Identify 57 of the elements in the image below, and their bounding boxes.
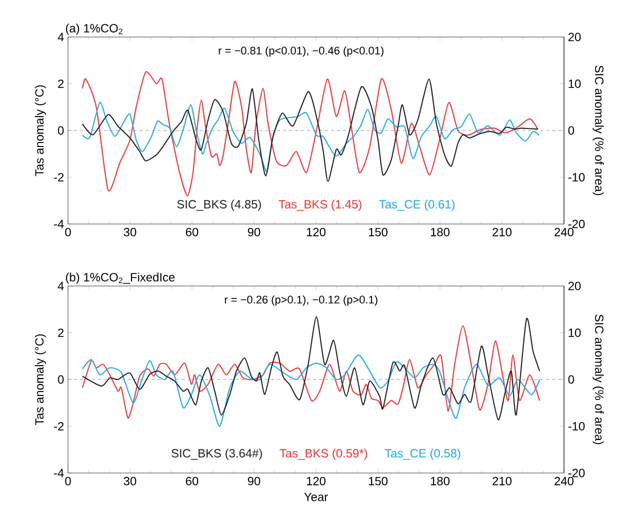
x-tick-label: 60 xyxy=(186,476,198,486)
x-tick-label: 30 xyxy=(124,476,136,486)
y-tick-label: 0 xyxy=(58,126,64,135)
line-series xyxy=(82,72,539,196)
y2-tick-label: 20 xyxy=(568,32,581,42)
y-tick-label: 0 xyxy=(58,375,64,384)
text: SIC_BKS (3.64#) xyxy=(172,448,262,460)
x-tick-label: 180 xyxy=(430,228,450,236)
line-series xyxy=(82,78,539,182)
y2-axis-title: SIC anomaly (% of area) xyxy=(592,314,604,444)
y2-tick-label: 10 xyxy=(568,80,581,88)
x-tick-label: 30 xyxy=(124,228,136,236)
y-tick-label: -2 xyxy=(54,173,64,182)
y2-tick-label: -20 xyxy=(568,468,585,478)
text: Tas_CE (0.58) xyxy=(384,448,460,460)
text: Tas_BKS (0.59*) xyxy=(280,448,368,460)
y2-tick-label: -20 xyxy=(568,220,585,228)
x-tick-label: 120 xyxy=(306,228,326,236)
y2-tick-label: 0 xyxy=(568,375,574,384)
x-tick-label: 240 xyxy=(554,476,574,486)
x-tick-label: 120 xyxy=(306,476,326,486)
y2-axis-title: SIC anomaly (% of area) xyxy=(592,66,604,196)
y-tick-label: 4 xyxy=(58,32,64,42)
annotation: r = −0.81 (p<0.01), −0.46 (p<0.01) xyxy=(218,46,384,57)
x-tick-label: 0 xyxy=(65,476,71,486)
x-tick-label: 210 xyxy=(492,476,512,486)
line-series xyxy=(82,102,540,172)
y2-tick-label: 0 xyxy=(568,126,574,135)
text: Tas_CE (0.61) xyxy=(379,200,455,211)
x-tick-label: 90 xyxy=(248,476,260,486)
x-tick-label: 210 xyxy=(492,228,512,236)
y-tick-label: -4 xyxy=(54,468,64,478)
y-tick-label: -2 xyxy=(54,422,64,430)
chart-title: (b) 1%CO$_{2}$_FixedIce xyxy=(66,272,175,284)
x-tick-label: 90 xyxy=(248,228,260,236)
y-axis-title: Tas anomaly (°C) xyxy=(34,85,46,176)
y-axis-title: Tas anomaly (°C) xyxy=(34,334,46,426)
x-tick-label: 150 xyxy=(368,228,388,236)
y2-tick-label: -10 xyxy=(568,173,585,182)
y-tick-label: 2 xyxy=(58,80,64,88)
x-tick-label: 60 xyxy=(186,228,198,236)
x-tick-label: 0 xyxy=(65,228,71,236)
annotation: r = −0.26 (p>0.1), −0.12 (p>0.1) xyxy=(224,295,378,306)
y2-tick-label: 20 xyxy=(568,282,581,290)
chart-title: (a) 1%CO$_{2}$ xyxy=(66,24,122,35)
y-tick-label: 4 xyxy=(58,282,64,290)
x-tick-label: 180 xyxy=(430,476,450,486)
y-tick-label: 2 xyxy=(58,328,64,337)
line-series xyxy=(82,354,540,427)
text: Tas_BKS (1.45) xyxy=(278,200,362,211)
y-tick-label: -4 xyxy=(54,220,64,228)
y2-tick-label: 10 xyxy=(568,328,581,337)
x-axis-title: Year xyxy=(304,492,328,502)
text: SIC_BKS (4.85) xyxy=(177,200,261,211)
y2-tick-label: -10 xyxy=(568,422,585,430)
x-tick-label: 240 xyxy=(554,228,574,236)
x-tick-label: 150 xyxy=(368,476,388,486)
